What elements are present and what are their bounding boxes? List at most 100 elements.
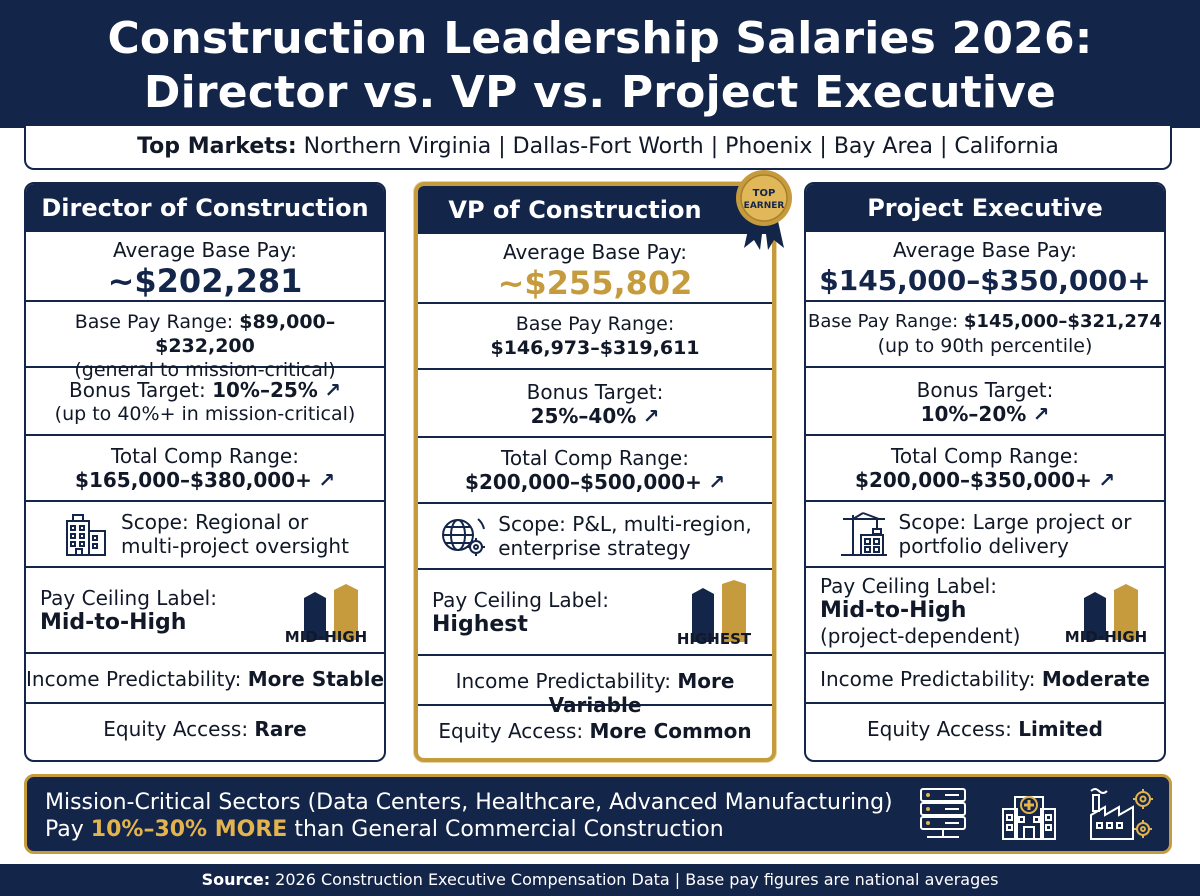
range-value: $146,973–$319,611 xyxy=(490,337,700,359)
top-markets-bar: Top Markets: Northern Virginia | Dallas-… xyxy=(24,126,1172,170)
avg-pay-value: ~$255,802 xyxy=(497,264,693,302)
top-markets-list: Northern Virginia | Dallas-Fort Worth | … xyxy=(303,134,1059,159)
scope-line2: portfolio delivery xyxy=(898,534,1069,558)
pay-ceiling-bars-icon xyxy=(304,584,358,640)
ceiling-label: Pay Ceiling Label: xyxy=(820,574,997,598)
range-label: Base Pay Range: xyxy=(74,311,234,333)
bonus-label: Bonus Target: xyxy=(69,378,206,402)
bonus-value: 10%–20% xyxy=(920,402,1027,426)
predictability-section: Income Predictability: More Stable xyxy=(26,654,384,704)
total-comp-value: $165,000–$380,000+ xyxy=(75,468,312,492)
equity-label: Equity Access: xyxy=(103,717,249,741)
card-vp: VP of Construction Average Base Pay: ~$2… xyxy=(414,182,776,762)
pay-ceiling-bars-icon xyxy=(1084,584,1138,640)
bonus-label: Bonus Target: xyxy=(916,378,1054,402)
ceiling-section: Pay Ceiling Label: Mid-to-High (project-… xyxy=(806,568,1164,654)
bonus-value: 10%–25% xyxy=(212,378,318,402)
banner-highlight: 10%–30% MORE xyxy=(90,817,288,842)
scope-section: Scope: Large project or portfolio delive… xyxy=(806,502,1164,568)
source-footer: Source: 2026 Construction Executive Comp… xyxy=(0,864,1200,896)
total-comp-label: Total Comp Range: xyxy=(891,444,1079,468)
badge-line2: EARNER xyxy=(744,201,785,211)
source-label: Source: xyxy=(201,870,271,889)
ceiling-badge: MID-HIGH xyxy=(284,628,368,646)
top-markets-label: Top Markets: xyxy=(137,134,297,159)
avg-pay-value: ~$202,281 xyxy=(107,262,303,300)
range-value: $145,000–$321,274 xyxy=(963,311,1162,332)
header-banner: Construction Leadership Salaries 2026: D… xyxy=(0,0,1200,128)
equity-label: Equity Access: xyxy=(438,719,584,743)
card-director: Director of Construction Average Base Pa… xyxy=(24,182,386,762)
badge-line1: TOP xyxy=(753,188,776,199)
card-title: Director of Construction xyxy=(26,184,384,232)
banner-line2-pre: Pay xyxy=(45,817,91,842)
avg-pay-value: $145,000–$350,000+ xyxy=(819,264,1151,297)
ceiling-label: Pay Ceiling Label: xyxy=(40,586,217,610)
equity-section: Equity Access: Limited xyxy=(806,704,1164,754)
total-comp-value: $200,000–$500,000+ xyxy=(465,470,702,494)
total-comp-section: Total Comp Range: $200,000–$350,000+ ↗ xyxy=(806,436,1164,502)
page-title-line1: Construction Leadership Salaries 2026: xyxy=(107,13,1093,64)
predictability-section: Income Predictability: Moderate xyxy=(806,654,1164,704)
equity-label: Equity Access: xyxy=(867,717,1012,741)
total-comp-section: Total Comp Range: $200,000–$500,000+ ↗ xyxy=(418,438,772,504)
source-text: 2026 Construction Executive Compensation… xyxy=(270,870,999,889)
total-comp-label: Total Comp Range: xyxy=(111,444,299,468)
avg-pay-section: Average Base Pay: ~$255,802 xyxy=(418,234,772,304)
scope-line2: multi-project oversight xyxy=(121,534,349,558)
predict-label: Income Predictability: xyxy=(26,667,242,691)
range-label: Base Pay Range: xyxy=(515,313,675,335)
predictability-section: Income Predictability: More Variable xyxy=(418,656,772,717)
avg-pay-section: Average Base Pay: $145,000–$350,000+ xyxy=(806,232,1164,302)
factory-gear-icon xyxy=(1090,788,1153,840)
trend-up-icon: ↗ xyxy=(324,378,341,402)
ceiling-value: Mid-to-High xyxy=(820,598,967,623)
scope-line1: Scope: P&L, multi-region, xyxy=(498,512,752,536)
globe-gear-icon xyxy=(442,518,486,556)
bonus-section: Bonus Target: 25%–40% ↗ xyxy=(418,370,772,438)
equity-value: More Common xyxy=(589,719,752,743)
predict-value: More Stable xyxy=(247,667,385,691)
mission-critical-banner: Mission-Critical Sectors (Data Centers, … xyxy=(24,774,1172,854)
avg-pay-label: Average Base Pay: xyxy=(112,238,298,262)
trend-up-icon: ↗ xyxy=(1098,468,1115,492)
predict-label: Income Predictability: xyxy=(820,667,1036,691)
bonus-note: (up to 40%+ in mission-critical) xyxy=(54,403,356,425)
avg-pay-label: Average Base Pay: xyxy=(892,238,1078,262)
range-section: Base Pay Range: $89,000–$232,200 (genera… xyxy=(26,302,384,381)
avg-pay-section: Average Base Pay: ~$202,281 xyxy=(26,232,384,302)
equity-section: Equity Access: More Common xyxy=(418,706,772,756)
bonus-section: Bonus Target: 10%–25% ↗ (up to 40%+ in m… xyxy=(26,368,384,436)
avg-pay-label: Average Base Pay: xyxy=(502,240,688,264)
trend-up-icon: ↗ xyxy=(318,468,335,492)
ceiling-value: Highest xyxy=(432,612,528,637)
page-title-line2: Director vs. VP vs. Project Executive xyxy=(143,67,1057,118)
ceiling-sub: (project-dependent) xyxy=(820,624,1021,648)
banner-line2-post: than General Commercial Construction xyxy=(287,817,724,842)
equity-value: Rare xyxy=(254,717,307,741)
total-comp-value: $200,000–$350,000+ xyxy=(855,468,1092,492)
trend-up-icon: ↗ xyxy=(708,470,725,494)
ceiling-badge: HIGHEST xyxy=(676,630,752,648)
predict-label: Income Predictability: xyxy=(455,669,671,693)
hospital-icon xyxy=(1002,796,1056,840)
ceiling-label: Pay Ceiling Label: xyxy=(432,588,609,612)
trend-up-icon: ↗ xyxy=(1032,402,1050,426)
top-earner-badge: TOP EARNER xyxy=(736,170,792,250)
range-label: Base Pay Range: xyxy=(808,311,959,332)
card-title: VP of Construction xyxy=(418,186,772,234)
total-comp-section: Total Comp Range: $165,000–$380,000+ ↗ xyxy=(26,436,384,502)
card-title: Project Executive xyxy=(806,184,1164,232)
scope-line1: Scope: Large project or xyxy=(898,510,1132,534)
ceiling-section: Pay Ceiling Label: Mid-to-High MID-HIGH xyxy=(26,568,384,654)
office-building-icon xyxy=(66,514,107,556)
crane-building-icon xyxy=(840,512,887,556)
scope-section: Scope: Regional or multi-project oversig… xyxy=(26,502,384,568)
range-value: $89,000–$232,200 xyxy=(155,311,336,357)
scope-line2: enterprise strategy xyxy=(498,536,691,560)
banner-line2: Pay 10%–30% MORE than General Commercial… xyxy=(45,816,724,843)
banner-line1: Mission-Critical Sectors (Data Centers, … xyxy=(45,790,893,815)
total-comp-label: Total Comp Range: xyxy=(501,446,689,470)
range-note: (up to 90th percentile) xyxy=(877,335,1093,357)
card-project-executive: Project Executive Average Base Pay: $145… xyxy=(804,182,1166,762)
